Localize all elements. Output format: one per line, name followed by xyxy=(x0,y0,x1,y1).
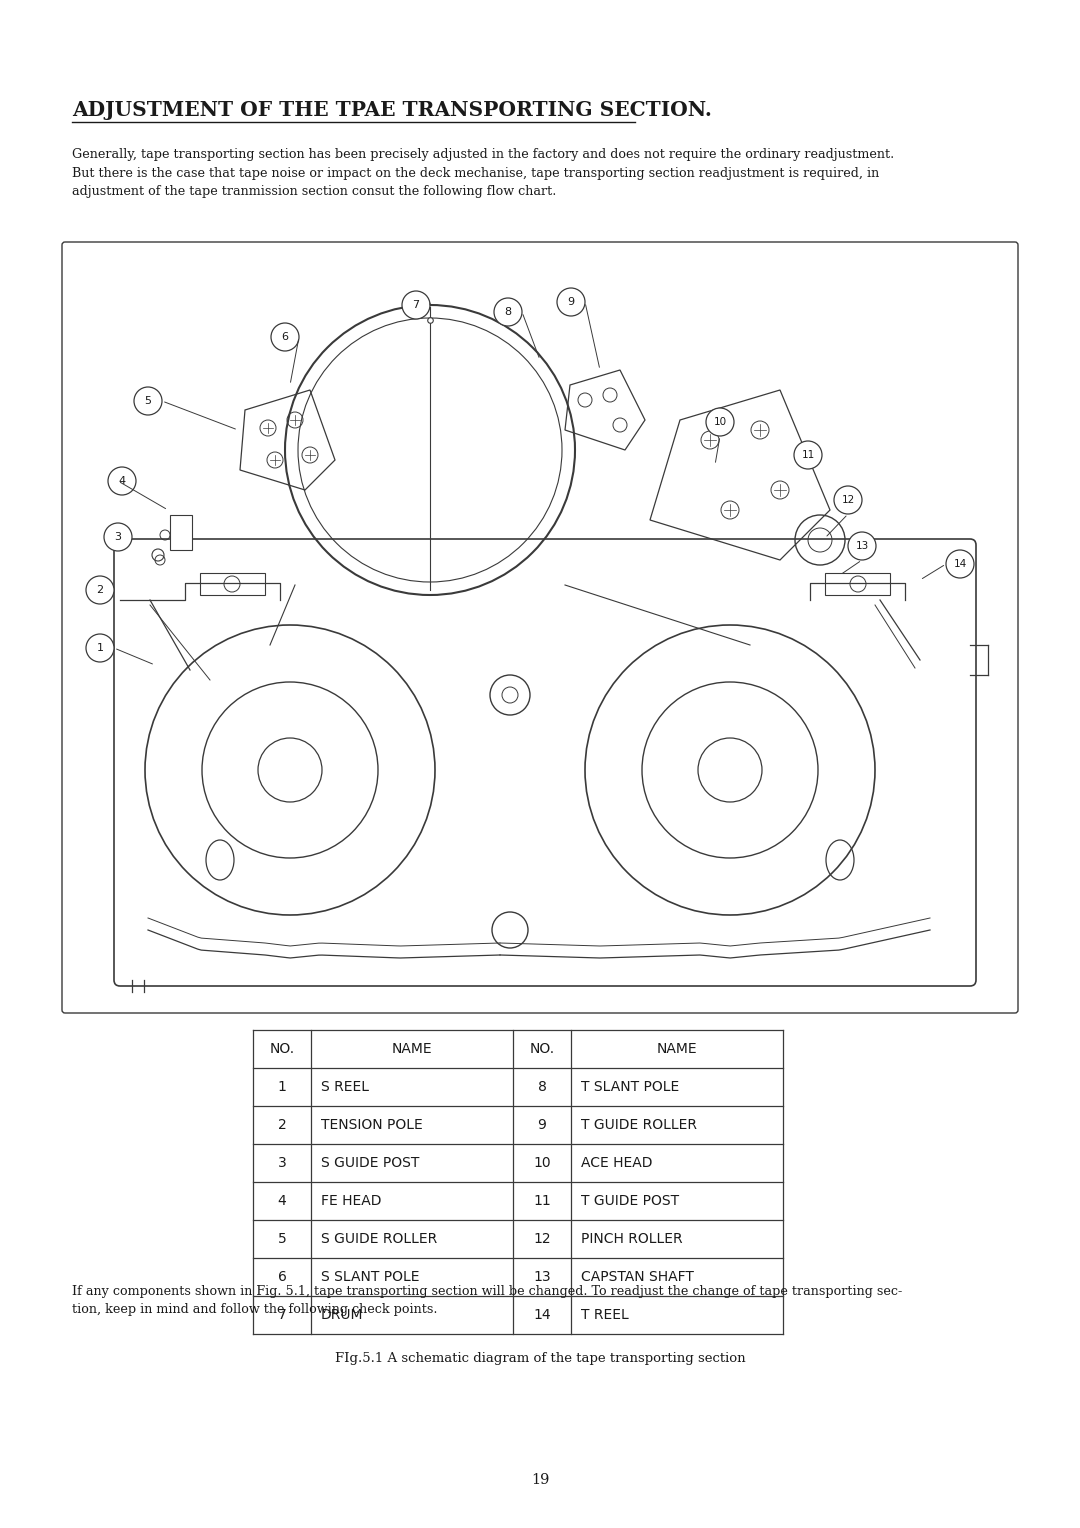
Text: If any components shown in Fig. 5.1, tape transporting section will be changed. : If any components shown in Fig. 5.1, tap… xyxy=(72,1285,902,1317)
Text: T GUIDE ROLLER: T GUIDE ROLLER xyxy=(581,1118,697,1132)
Circle shape xyxy=(86,634,114,662)
Text: 3: 3 xyxy=(278,1157,286,1170)
Text: S SLANT POLE: S SLANT POLE xyxy=(321,1270,419,1284)
Text: NO.: NO. xyxy=(269,1042,295,1056)
Text: PINCH ROLLER: PINCH ROLLER xyxy=(581,1232,683,1245)
Text: S GUIDE POST: S GUIDE POST xyxy=(321,1157,419,1170)
Circle shape xyxy=(946,550,974,578)
Text: DRUM: DRUM xyxy=(321,1308,364,1322)
Text: CAPSTAN SHAFT: CAPSTAN SHAFT xyxy=(581,1270,693,1284)
FancyBboxPatch shape xyxy=(114,539,976,986)
Text: FIg.5.1 A schematic diagram of the tape transporting section: FIg.5.1 A schematic diagram of the tape … xyxy=(335,1352,745,1365)
Text: 1: 1 xyxy=(278,1080,286,1094)
Circle shape xyxy=(848,532,876,559)
Circle shape xyxy=(86,576,114,604)
Text: 1: 1 xyxy=(96,643,104,652)
Text: T REEL: T REEL xyxy=(581,1308,629,1322)
Text: S GUIDE ROLLER: S GUIDE ROLLER xyxy=(321,1232,437,1245)
Bar xyxy=(200,573,265,594)
Text: 2: 2 xyxy=(278,1118,286,1132)
Text: 12: 12 xyxy=(534,1232,551,1245)
FancyBboxPatch shape xyxy=(62,241,1018,1013)
Text: 11: 11 xyxy=(801,451,814,460)
Text: NAME: NAME xyxy=(657,1042,698,1056)
Text: 9: 9 xyxy=(538,1118,546,1132)
Circle shape xyxy=(834,486,862,513)
Text: 12: 12 xyxy=(841,495,854,504)
Text: T GUIDE POST: T GUIDE POST xyxy=(581,1193,679,1209)
Text: 2: 2 xyxy=(96,585,104,594)
Text: 10: 10 xyxy=(534,1157,551,1170)
Text: 9: 9 xyxy=(567,296,575,307)
Text: S REEL: S REEL xyxy=(321,1080,369,1094)
Text: 7: 7 xyxy=(413,299,419,310)
Circle shape xyxy=(706,408,734,435)
Bar xyxy=(825,573,890,594)
Text: NO.: NO. xyxy=(529,1042,554,1056)
Text: 4: 4 xyxy=(278,1193,286,1209)
Circle shape xyxy=(402,290,430,319)
Text: 14: 14 xyxy=(954,559,967,568)
Text: 5: 5 xyxy=(278,1232,286,1245)
Text: 8: 8 xyxy=(538,1080,546,1094)
Text: FE HEAD: FE HEAD xyxy=(321,1193,381,1209)
Text: ADJUSTMENT OF THE TPAE TRANSPORTING SECTION.: ADJUSTMENT OF THE TPAE TRANSPORTING SECT… xyxy=(72,99,712,121)
Text: NAME: NAME xyxy=(392,1042,432,1056)
Text: 11: 11 xyxy=(534,1193,551,1209)
Circle shape xyxy=(271,322,299,351)
Text: Generally, tape transporting section has been precisely adjusted in the factory : Generally, tape transporting section has… xyxy=(72,148,894,199)
Circle shape xyxy=(494,298,522,325)
Circle shape xyxy=(557,287,585,316)
Circle shape xyxy=(108,468,136,495)
Circle shape xyxy=(104,523,132,552)
Circle shape xyxy=(134,387,162,416)
Text: 5: 5 xyxy=(145,396,151,406)
Text: 19: 19 xyxy=(530,1473,550,1487)
Text: TENSION POLE: TENSION POLE xyxy=(321,1118,422,1132)
Text: 14: 14 xyxy=(534,1308,551,1322)
Text: 8: 8 xyxy=(504,307,512,316)
Text: T SLANT POLE: T SLANT POLE xyxy=(581,1080,679,1094)
Text: 13: 13 xyxy=(534,1270,551,1284)
Text: 6: 6 xyxy=(282,332,288,342)
Text: 7: 7 xyxy=(278,1308,286,1322)
Text: ACE HEAD: ACE HEAD xyxy=(581,1157,652,1170)
Circle shape xyxy=(794,442,822,469)
Text: 10: 10 xyxy=(714,417,727,426)
Bar xyxy=(170,515,192,550)
Text: 3: 3 xyxy=(114,532,121,542)
Text: 13: 13 xyxy=(855,541,868,552)
Text: 6: 6 xyxy=(278,1270,286,1284)
Text: 4: 4 xyxy=(119,477,125,486)
